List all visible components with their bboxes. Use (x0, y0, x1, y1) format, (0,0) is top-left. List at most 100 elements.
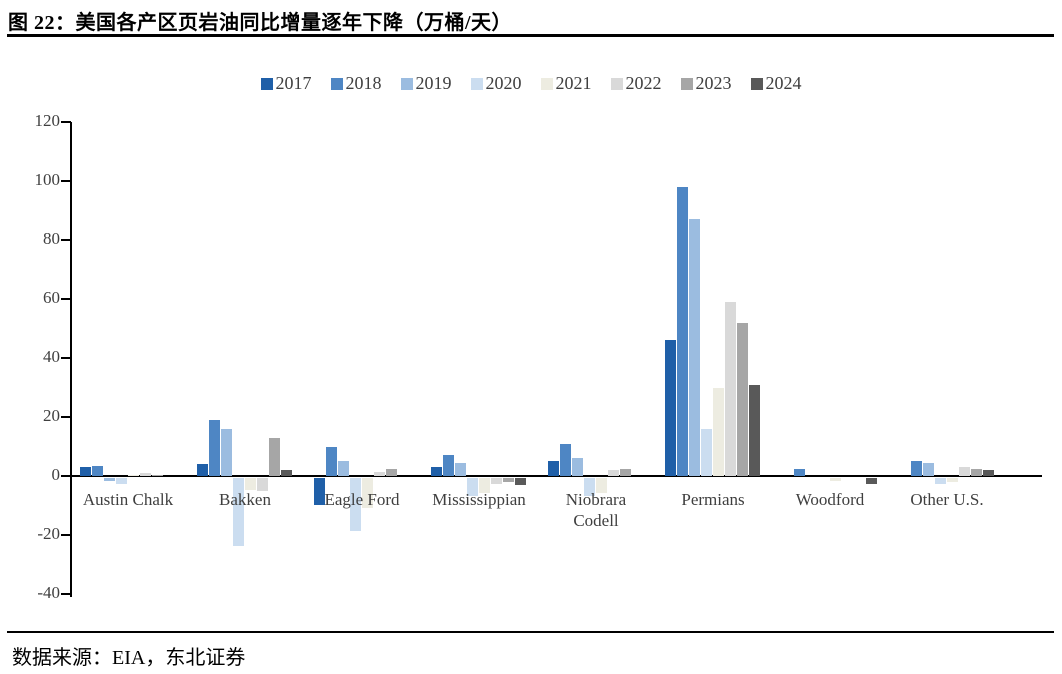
y-axis-tick (61, 416, 71, 418)
legend-item-2024: 2024 (750, 73, 802, 94)
bar-2021-woodford (830, 478, 841, 481)
y-tick-label: -20 (37, 524, 60, 543)
bar-2019-niobrara-codell (572, 458, 583, 476)
legend-label: 2017 (275, 73, 312, 93)
bar-2019-austin-chalk (104, 478, 115, 481)
legend-item-2020: 2020 (470, 73, 522, 94)
legend-item-2021: 2021 (540, 73, 592, 94)
bar-2020-eagle-ford (350, 478, 361, 532)
bar-2023-bakken (269, 437, 280, 476)
x-category-label: Woodford (795, 490, 865, 509)
legend-item-2019: 2019 (400, 73, 452, 94)
bar-2020-other-u-s- (935, 478, 946, 484)
bar-2021-eagle-ford (362, 478, 373, 508)
bar-2017-niobrara-codell (548, 461, 559, 476)
bar-2018-eagle-ford (326, 446, 337, 476)
y-axis-tick (61, 475, 71, 477)
legend-label: 2018 (345, 73, 382, 93)
bar-2022-other-u-s- (959, 467, 970, 476)
bar-2022-austin-chalk (140, 473, 151, 476)
y-tick-label: 60 (43, 288, 60, 307)
legend-swatch-icon (470, 77, 483, 90)
bar-2021-niobrara-codell (596, 478, 607, 493)
bar-2019-mississippian (455, 462, 466, 476)
bar-2024-woodford (866, 478, 877, 484)
y-tick-label: -40 (37, 583, 60, 602)
bar-2017-austin-chalk (80, 467, 91, 476)
bar-2018-bakken (209, 419, 220, 476)
x-category-label: Permians (681, 490, 745, 509)
legend-label: 2021 (555, 73, 592, 93)
x-category-label: Eagle Ford (324, 490, 400, 509)
x-category-label: Niobrara Codell (565, 490, 627, 531)
legend-swatch-icon (330, 77, 343, 90)
bar-2022-niobrara-codell (608, 470, 619, 476)
y-axis-tick (61, 593, 71, 595)
zero-baseline (70, 475, 1042, 477)
bar-2023-mississippian (503, 478, 514, 483)
bar-2020-bakken (233, 478, 244, 546)
bar-2021-bakken (245, 478, 256, 490)
bar-2019-permians (689, 219, 700, 476)
bar-2022-mississippian (491, 478, 502, 484)
y-axis-tick (61, 239, 71, 241)
bar-2020-mississippian (467, 478, 478, 496)
data-source: 数据来源：EIA，东北证券 (12, 647, 246, 669)
y-axis-line (70, 122, 72, 597)
bar-2021-mississippian (479, 478, 490, 493)
bar-2018-woodford (794, 468, 805, 476)
x-category-label: Austin Chalk (82, 490, 174, 509)
bar-2023-niobrara-codell (620, 468, 631, 476)
x-category-label: Other U.S. (910, 490, 984, 509)
bar-2017-eagle-ford (314, 478, 325, 505)
x-category-label: Mississippian (432, 490, 526, 509)
x-category-label: Bakken (219, 490, 271, 509)
legend-swatch-icon (750, 77, 763, 90)
bar-2018-mississippian (443, 455, 454, 476)
y-tick-label: 80 (43, 229, 60, 248)
bar-2024-permians (749, 384, 760, 476)
legend-swatch-icon (400, 77, 413, 90)
bar-2024-other-u-s- (983, 470, 994, 476)
figure-title: 图 22：美国各产区页岩油同比增量逐年下降（万桶/天） (8, 12, 513, 34)
bar-2020-niobrara-codell (584, 478, 595, 496)
legend-swatch-icon (540, 77, 553, 90)
bar-2020-permians (701, 428, 712, 476)
legend-item-2023: 2023 (680, 73, 732, 94)
bar-2019-eagle-ford (338, 461, 349, 476)
y-tick-label: 20 (43, 406, 60, 425)
bar-2017-mississippian (431, 467, 442, 476)
legend-swatch-icon (680, 77, 693, 90)
legend-swatch-icon (260, 77, 273, 90)
bar-2021-austin-chalk (128, 474, 139, 476)
bar-2023-permians (737, 322, 748, 476)
y-axis-tick (61, 298, 71, 300)
bar-2024-mississippian (515, 478, 526, 486)
bar-2017-bakken (197, 464, 208, 476)
bar-2022-eagle-ford (374, 471, 385, 476)
footer-rule (7, 631, 1054, 633)
bar-2019-other-u-s- (923, 462, 934, 476)
y-tick-label: 0 (51, 465, 61, 484)
legend-label: 2019 (415, 73, 452, 93)
bar-2018-permians (677, 186, 688, 476)
bar-2022-bakken (257, 478, 268, 492)
y-tick-label: 120 (34, 111, 61, 130)
legend-swatch-icon (610, 77, 623, 90)
y-axis-tick (61, 534, 71, 536)
bar-2018-austin-chalk (92, 465, 103, 476)
y-axis-tick (61, 180, 71, 182)
y-tick-label: 100 (34, 170, 61, 189)
legend-item-2018: 2018 (330, 73, 382, 94)
title-underline (7, 34, 1054, 37)
y-axis-tick (61, 357, 71, 359)
legend-label: 2022 (625, 73, 662, 93)
legend-label: 2023 (695, 73, 732, 93)
bar-2020-austin-chalk (116, 478, 127, 484)
bar-2021-permians (713, 387, 724, 476)
bar-2018-other-u-s- (911, 461, 922, 476)
legend-item-2017: 2017 (260, 73, 312, 94)
bar-2022-permians (725, 301, 736, 476)
bar-2023-austin-chalk (152, 474, 163, 476)
